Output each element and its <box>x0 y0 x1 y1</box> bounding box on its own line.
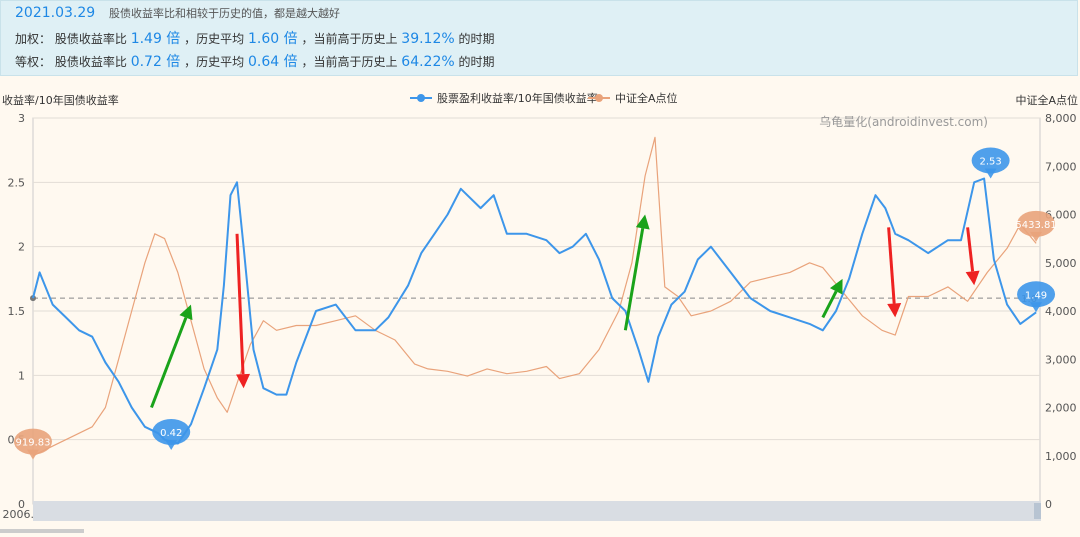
legend-label-0[interactable]: 股票盈利收益率/10年国债收益率 <box>437 91 598 105</box>
average-line-start <box>30 295 36 302</box>
chart-svg: 1.6 收益率/10年国债收益率 中证全A点位 乌龟量化(androidinve… <box>0 91 1078 533</box>
value-markers: 0.42 2.53 1.49 919.83 5433.81 <box>14 147 1057 460</box>
equal-text-4: 的时期 <box>458 55 495 69</box>
arrow-head-1 <box>236 373 251 389</box>
y-right-tick-4: 4,000 <box>1045 305 1077 318</box>
arrow-head-5 <box>965 270 980 286</box>
y-right-tick-2: 2,000 <box>1045 402 1077 415</box>
weighted-avg: 1.60 倍 <box>247 31 298 47</box>
note-text: 股债收益率比和相较于历史的值，都是越大越好 <box>109 7 340 20</box>
annotation-arrows <box>150 214 980 409</box>
equal-text-3: ，当前高于历史上 <box>301 55 398 69</box>
zoom-slider-handle[interactable] <box>1034 503 1041 519</box>
arrow-shaft-5 <box>966 227 975 272</box>
watermark: 乌龟量化(androidinvest.com) <box>819 114 988 129</box>
marker-bubble-2 <box>1017 281 1056 308</box>
marker-bubble-0 <box>152 418 191 445</box>
equal-ratio: 0.72 倍 <box>130 54 181 70</box>
chart-area: 1.6 收益率/10年国债收益率 中证全A点位 乌龟量化(androidinve… <box>0 80 1080 533</box>
y-left-tick-2: 1 <box>18 369 25 382</box>
legend[interactable]: 股票盈利收益率/10年国债收益率 中证全A点位 <box>410 91 678 105</box>
marker-label-3: 919.83 <box>16 438 51 449</box>
left-axis-label: 收益率/10年国债收益率 <box>2 93 119 107</box>
weighted-row: 加权： 股债收益率比 1.49 倍 ，历史平均 1.60 倍 ，当前高于历史上 … <box>15 28 495 48</box>
date-label: 2021.03.29 <box>15 5 96 21</box>
equal-text-1: 股债收益率比 <box>54 55 127 69</box>
legend-dot-0 <box>417 94 425 102</box>
equal-text-2: ，历史平均 <box>184 55 245 69</box>
y-right-tick-3: 3,000 <box>1045 353 1077 366</box>
marker-label-0: 0.42 <box>160 428 182 439</box>
arrow-shaft-2 <box>623 228 645 331</box>
weighted-pct: 39.12% <box>401 31 455 47</box>
marker-bubble-1 <box>971 147 1010 174</box>
y-right-tick-1: 1,000 <box>1045 450 1077 463</box>
arrow-shaft-3 <box>821 290 838 319</box>
marker-bubble-3 <box>14 428 52 455</box>
arrow-head-0 <box>179 304 193 321</box>
marker-label-4: 5433.81 <box>1015 220 1056 231</box>
info-panel: 2021.03.29 股债收益率比和相较于历史的值，都是越大越好 加权： 股债收… <box>0 0 1078 76</box>
weighted-text-1: 股债收益率比 <box>54 32 127 46</box>
legend-label-1[interactable]: 中证全A点位 <box>615 91 678 105</box>
y-right-tick-8: 8,000 <box>1045 112 1077 125</box>
marker-label-2: 1.49 <box>1025 290 1047 301</box>
equal-label: 等权： <box>15 55 52 69</box>
y-right-tick-5: 5,000 <box>1045 257 1077 270</box>
y-right-tick-0: 0 <box>1045 498 1052 511</box>
axis-ticks: 00.511.522.5301,0002,0003,0004,0005,0006… <box>3 112 1077 521</box>
arrow-shaft-0 <box>150 317 188 409</box>
right-axis-label: 中证全A点位 <box>1015 93 1078 107</box>
y-right-tick-7: 7,000 <box>1045 160 1077 173</box>
equal-avg: 0.64 倍 <box>247 54 298 70</box>
weighted-ratio: 1.49 倍 <box>130 31 181 47</box>
legend-dot-1 <box>595 94 603 102</box>
weighted-text-4: 的时期 <box>458 32 495 46</box>
y-left-tick-0: 0 <box>18 498 25 511</box>
y-left-tick-5: 2.5 <box>8 176 26 189</box>
page-scrollbar[interactable] <box>0 529 84 533</box>
y-left-tick-3: 1.5 <box>8 305 26 318</box>
marker-label-1: 2.53 <box>980 156 1002 167</box>
arrow-head-4 <box>887 302 902 318</box>
arrow-head-2 <box>635 214 650 230</box>
equal-pct: 64.22% <box>401 54 455 70</box>
marker-bubble-4 <box>1017 210 1056 237</box>
arrow-shaft-1 <box>235 233 245 375</box>
zoom-slider-track[interactable] <box>33 501 1041 521</box>
y-left-tick-4: 2 <box>18 241 25 254</box>
series-line-1 <box>32 136 1037 457</box>
header-row: 2021.03.29 股债收益率比和相较于历史的值，都是越大越好 <box>15 5 340 21</box>
arrow-head-3 <box>829 278 843 295</box>
arrow-shaft-4 <box>887 227 896 304</box>
weighted-text-2: ，历史平均 <box>184 32 245 46</box>
equal-row: 等权： 股债收益率比 0.72 倍 ，历史平均 0.64 倍 ，当前高于历史上 … <box>15 51 495 71</box>
weighted-text-3: ，当前高于历史上 <box>301 32 398 46</box>
weighted-label: 加权： <box>15 32 52 46</box>
y-left-tick-6: 3 <box>18 112 25 125</box>
grid-lines: 1.6 <box>30 117 1041 505</box>
series-lines <box>32 136 1037 457</box>
